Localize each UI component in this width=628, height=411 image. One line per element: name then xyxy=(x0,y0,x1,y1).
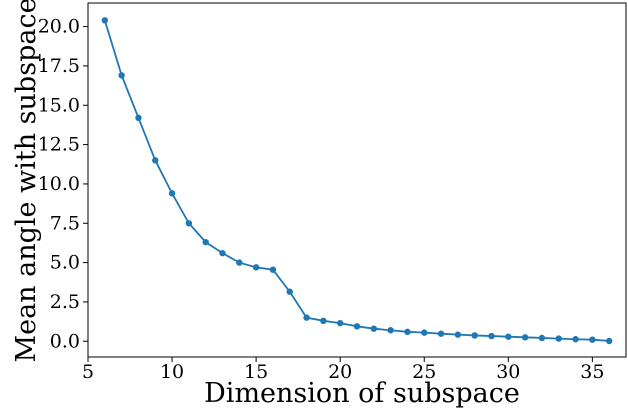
x-tick-label: 20 xyxy=(328,361,352,383)
data-point xyxy=(404,328,411,336)
x-tick-label: 35 xyxy=(580,361,604,383)
x-tick-label: 25 xyxy=(412,361,436,383)
x-axis-ticks: 5 10 15 20 25 30 35 xyxy=(82,357,604,383)
y-axis-ticks: 0.0 2.5 5.0 7.5 10.0 12.5 15.0 17.5 20.0 xyxy=(38,16,88,352)
data-point xyxy=(252,264,260,271)
data-point xyxy=(488,332,495,340)
data-point xyxy=(118,72,125,79)
data-point xyxy=(471,332,478,339)
y-tick-label: 17.5 xyxy=(38,55,80,77)
x-axis-title: Dimension of subspace xyxy=(204,378,520,409)
data-point xyxy=(454,331,462,338)
y-axis-title: Mean angle with subspace xyxy=(11,0,42,363)
x-tick-label: 15 xyxy=(244,361,268,383)
data-point xyxy=(185,220,193,227)
data-point xyxy=(269,266,277,273)
y-tick-label: 12.5 xyxy=(38,134,80,156)
data-point xyxy=(236,259,243,266)
x-tick-label: 10 xyxy=(160,361,184,383)
data-point xyxy=(168,190,176,197)
data-point xyxy=(320,317,327,325)
y-tick-label: 2.5 xyxy=(50,291,80,313)
data-point xyxy=(303,314,310,321)
data-point xyxy=(589,336,596,343)
y-tick-label: 0.0 xyxy=(50,330,80,352)
data-point xyxy=(370,325,378,332)
y-tick-label: 10.0 xyxy=(38,173,80,195)
data-point xyxy=(521,334,529,341)
y-tick-label: 7.5 xyxy=(50,212,80,234)
data-point xyxy=(101,17,109,24)
x-tick-label: 5 xyxy=(82,361,94,383)
data-point xyxy=(555,335,562,342)
plot-frame xyxy=(87,2,627,358)
series-layer xyxy=(101,17,613,345)
data-point xyxy=(336,319,344,327)
series-line xyxy=(103,20,610,342)
data-point xyxy=(219,249,226,257)
data-point xyxy=(387,327,394,334)
data-point xyxy=(538,334,546,342)
y-tick-label: 20.0 xyxy=(38,16,80,38)
data-point xyxy=(572,336,579,343)
data-point xyxy=(152,157,159,164)
x-tick-label: 30 xyxy=(496,361,520,383)
data-point xyxy=(286,288,293,295)
data-point xyxy=(605,337,613,345)
data-point xyxy=(505,333,512,340)
data-point xyxy=(135,114,142,122)
data-point xyxy=(202,238,209,246)
data-point xyxy=(353,323,361,330)
data-point xyxy=(437,330,445,337)
y-tick-label: 15.0 xyxy=(38,94,80,116)
data-point xyxy=(421,329,428,336)
y-tick-label: 5.0 xyxy=(50,252,80,274)
